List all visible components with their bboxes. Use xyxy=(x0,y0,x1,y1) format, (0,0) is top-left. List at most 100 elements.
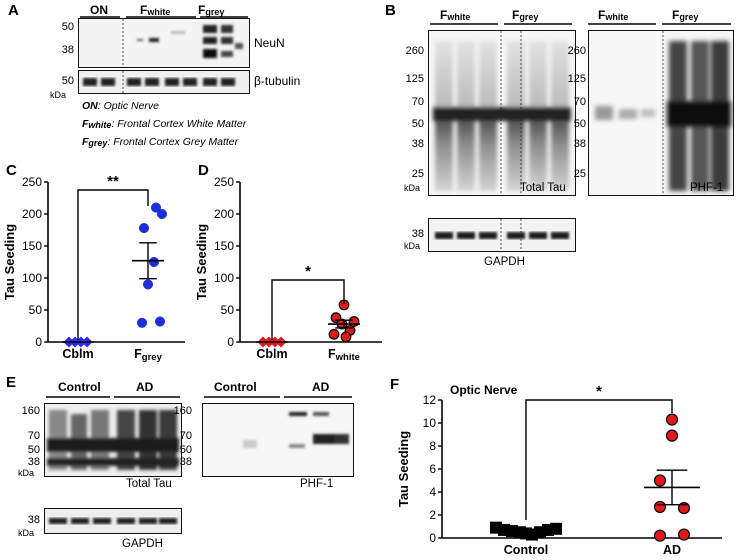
group-label-fgrey: Fgrey xyxy=(198,3,225,17)
mw-e-gapdh-38: 38 xyxy=(27,514,40,526)
significance-bracket-c xyxy=(77,189,149,340)
y-axis-label-d: Tau Seeding xyxy=(194,224,209,300)
mw-a-38: 38 xyxy=(61,44,74,56)
e-group-control-2: Control xyxy=(214,380,257,394)
data-point-f xyxy=(677,502,691,515)
e-group-control-1: Control xyxy=(58,380,101,394)
y-tick-label-c: 150 xyxy=(22,239,42,253)
neun-blot xyxy=(78,18,250,68)
mw-e-50: 50 xyxy=(27,444,40,456)
chart-title-f: Optic Nerve xyxy=(450,383,518,397)
panel-letter-e: E xyxy=(6,374,17,391)
mw-e-160: 160 xyxy=(21,405,40,417)
group-label-fwhite: Fwhite xyxy=(140,3,171,17)
mw-b-25: 25 xyxy=(411,168,424,180)
mw-e2-50: 50 xyxy=(179,444,192,456)
significance-label-d: * xyxy=(305,263,311,280)
y-axis-label-f: Tau Seeding xyxy=(396,431,411,507)
phf1-label-e: PHF-1 xyxy=(300,478,334,490)
chart-f: 0 2 4 6 8 10 12 Tau Seeding Optic Nerve Control AD… xyxy=(396,383,722,557)
mw-e2-38: 38 xyxy=(179,456,192,468)
data-point-f xyxy=(665,413,679,426)
mw-e2-70: 70 xyxy=(179,430,192,442)
panel-letter-d: D xyxy=(198,162,209,179)
data-point-f xyxy=(653,500,667,514)
y-tick-label-d: 200 xyxy=(214,207,234,221)
data-point-c xyxy=(156,208,168,220)
mw-b-260: 260 xyxy=(405,45,424,57)
neun-label: NeuN xyxy=(254,36,285,50)
mw-e-38: 38 xyxy=(27,456,40,468)
y-tick-label-f: 8 xyxy=(429,439,436,453)
y-tick-label-c: 250 xyxy=(22,175,42,189)
total-tau-blot-b xyxy=(428,30,576,196)
panel-letter-b: B xyxy=(385,2,396,19)
mw-a-50: 50 xyxy=(61,21,74,33)
chart-d: 0 50 100 150 200 250 Tau Seeding Cblm Fwhite * xyxy=(194,175,382,363)
kda-a: kDa xyxy=(50,90,67,100)
gapdh-blot-b xyxy=(428,218,576,252)
mw-b2-125: 125 xyxy=(567,73,586,85)
data-point-f xyxy=(653,474,667,487)
phf1-blot-b xyxy=(588,30,734,196)
b-group-fwhite-2: Fwhite xyxy=(598,8,629,22)
mw-b-gapdh-38: 38 xyxy=(411,228,424,240)
y-tick-label-f: 6 xyxy=(429,462,436,476)
y-tick-label-c: 50 xyxy=(29,303,43,317)
x-tick-label-c: Cblm xyxy=(62,347,93,361)
chart-c: 0 50 100 150 200 250 Tau Seeding Cblm Fgrey ** xyxy=(2,173,185,363)
gapdh-label-e: GAPDH xyxy=(122,538,163,550)
mw-e2-160: 160 xyxy=(173,405,192,417)
data-point-c xyxy=(148,256,160,268)
mw-b-38: 38 xyxy=(411,138,424,150)
mw-e-70: 70 xyxy=(27,430,40,442)
y-tick-label-c: 200 xyxy=(22,207,42,221)
total-tau-blot-e xyxy=(44,403,182,477)
y-tick-label-c: 100 xyxy=(22,271,42,285)
mw-b-70: 70 xyxy=(411,96,424,108)
b-group-fwhite-1: Fwhite xyxy=(440,8,471,22)
significance-bracket-d xyxy=(271,279,345,340)
phf1-blot-e xyxy=(202,403,354,477)
data-point-c xyxy=(154,316,166,327)
tubulin-blot xyxy=(78,70,250,94)
data-point-d xyxy=(340,331,352,343)
data-point-c xyxy=(142,279,154,290)
gapdh-label-b: GAPDH xyxy=(484,256,525,268)
mw-b2-38: 38 xyxy=(573,138,586,150)
tubulin-label: β-tubulin xyxy=(254,74,301,88)
y-tick-label-f: 4 xyxy=(429,485,436,499)
b-group-fgrey-1: Fgrey xyxy=(512,8,539,22)
group-label-on: ON xyxy=(90,3,108,17)
mw-b-50: 50 xyxy=(411,118,424,130)
data-point-c xyxy=(136,317,148,328)
y-tick-label-d: 250 xyxy=(214,175,234,189)
mw-a-tub-50: 50 xyxy=(61,75,74,87)
kda-b: kDa xyxy=(404,183,421,193)
y-tick-label-f: 10 xyxy=(423,416,437,430)
group-bars-e xyxy=(46,396,352,398)
mw-b2-50: 50 xyxy=(573,118,586,130)
data-point-f xyxy=(653,529,667,542)
significance-bracket-f xyxy=(525,399,673,520)
x-tick-label-d: Cblm xyxy=(256,347,287,361)
x-tick-label-f: Control xyxy=(504,543,548,557)
group-bars-b xyxy=(430,23,731,25)
mw-b2-260: 260 xyxy=(567,45,586,57)
data-point-d xyxy=(328,328,340,340)
panel-letter-c: C xyxy=(6,162,17,179)
gapdh-blot-e xyxy=(44,508,182,534)
panel-letter-f: F xyxy=(390,376,400,393)
y-tick-label-d: 100 xyxy=(214,271,234,285)
total-tau-label-b: Total Tau xyxy=(520,182,566,194)
y-tick-label-f: 2 xyxy=(429,508,436,522)
group-bars-a xyxy=(80,16,248,18)
data-point-f xyxy=(677,528,691,541)
mw-b-125: 125 xyxy=(405,73,424,85)
legend-fgrey: Fgrey: Frontal Cortex Grey Matter xyxy=(82,136,239,148)
e-group-ad-2: AD xyxy=(312,380,330,394)
panel-letter-a: A xyxy=(8,2,19,19)
y-axis-label-c: Tau Seeding xyxy=(2,224,17,300)
kda-e-gapdh: kDa xyxy=(18,528,35,538)
kda-b-gapdh: kDa xyxy=(404,241,421,251)
